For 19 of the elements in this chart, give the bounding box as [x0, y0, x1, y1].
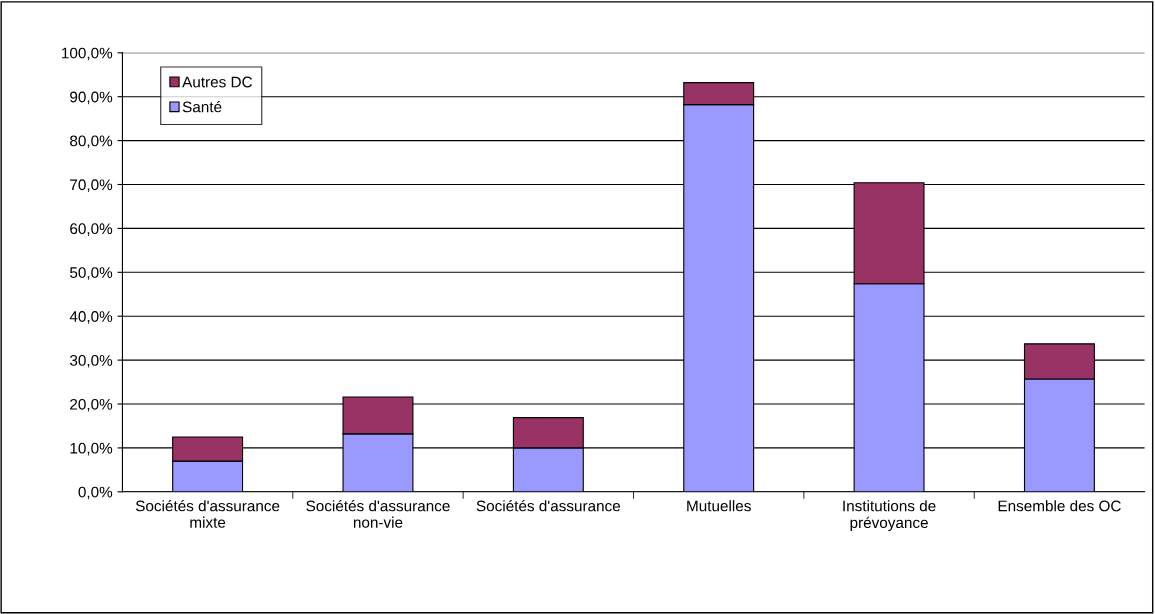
- x-tick-label: Ensemble des OC: [998, 500, 1121, 512]
- y-tick-label: 0,0%: [78, 486, 113, 500]
- y-tick-label: 100,0%: [62, 47, 113, 61]
- y-tick-label: 90,0%: [70, 91, 113, 105]
- y-tick-label: 20,0%: [70, 398, 113, 412]
- y-tick-label: 40,0%: [69, 311, 113, 324]
- legend-label: Santé: [182, 100, 222, 113]
- y-tick-label: 50,0%: [70, 267, 113, 280]
- legend-label: Autres DC: [182, 76, 253, 88]
- x-tick-label: Sociétés d'assurance non-vie: [306, 499, 450, 528]
- x-tick-label: Mutuelles: [687, 500, 751, 512]
- x-tick-label: Sociétés d'assurance: [476, 499, 621, 512]
- y-tick-label: 10,0%: [70, 442, 113, 456]
- y-tick-label: 70,0%: [70, 179, 113, 192]
- y-tick-label: 30,0%: [69, 354, 113, 368]
- y-tick-label: 80,0%: [70, 135, 113, 149]
- x-tick-label: Institutions de prévoyance: [843, 500, 936, 532]
- y-tick-label: 60,0%: [70, 223, 113, 236]
- x-tick-label: Sociétés d'assurance mixte: [135, 499, 280, 528]
